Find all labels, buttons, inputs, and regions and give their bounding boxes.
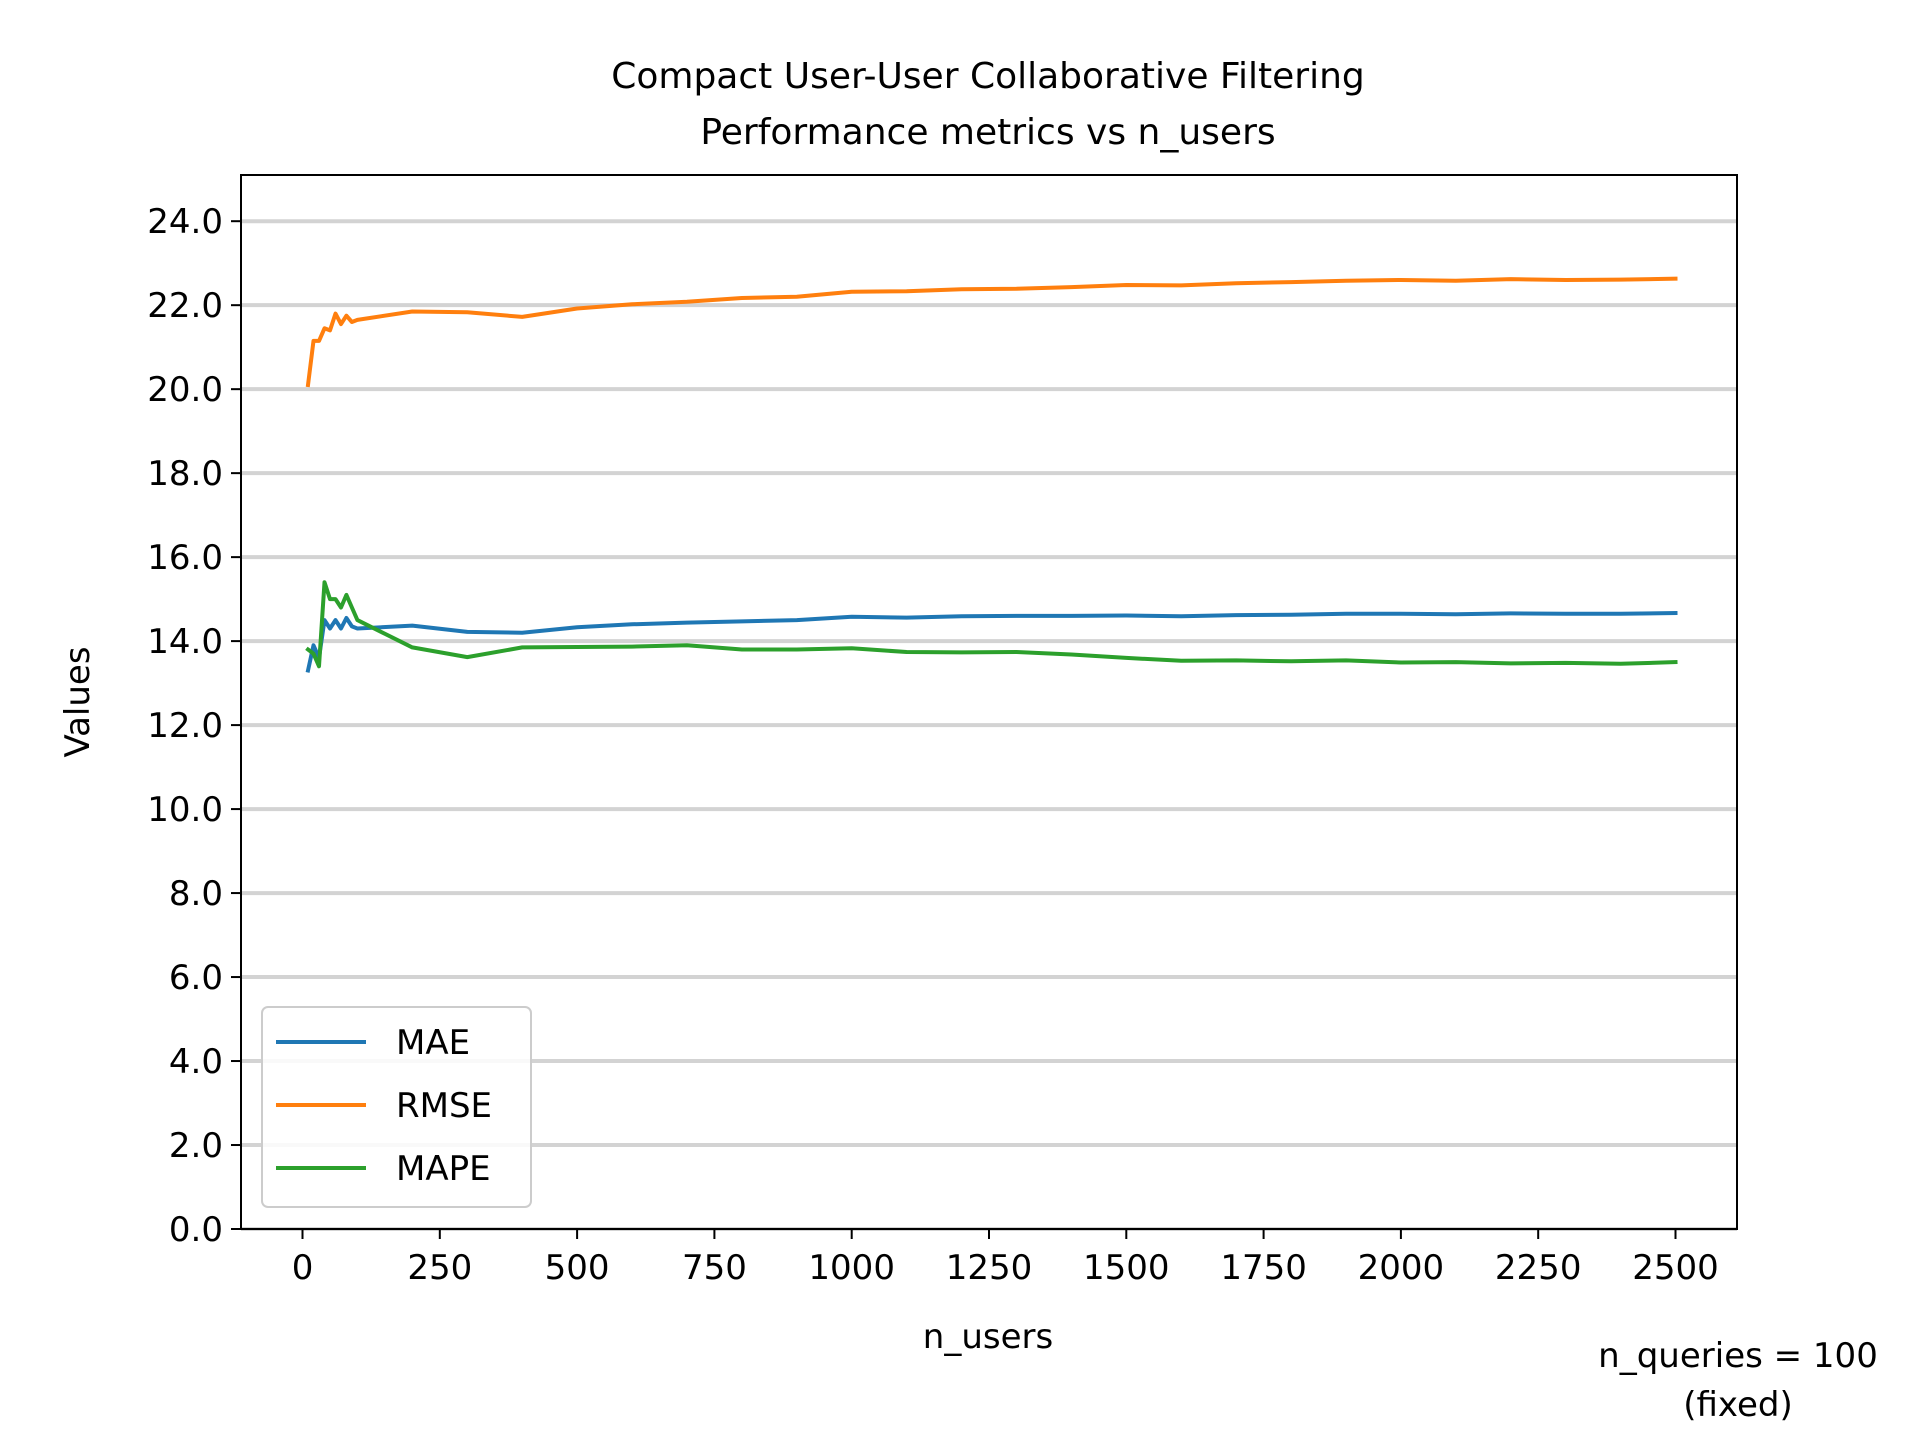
- y-axis-label: Values: [58, 646, 98, 757]
- y-tick-label: 4.0: [169, 1042, 223, 1082]
- chart-subtitle: Performance metrics vs n_users: [700, 112, 1275, 153]
- x-tick-label: 2250: [1495, 1248, 1582, 1288]
- y-tick-label: 12.0: [147, 706, 223, 746]
- y-axis-ticks: 0.0 2.0 4.0 6.0 8.0 10.0 12.0 14.0 16.0 18.0 20.0 2…: [147, 202, 241, 1250]
- series-lines: [305, 276, 1678, 673]
- y-tick-label: 0.0: [169, 1210, 223, 1250]
- x-tick-label: 500: [545, 1248, 610, 1288]
- y-tick-label: 22.0: [147, 286, 223, 326]
- y-tick-label: 24.0: [147, 202, 223, 242]
- y-tick-label: 10.0: [147, 790, 223, 830]
- x-tick-label: 1000: [808, 1248, 895, 1288]
- x-axis-ticks: 0 250 500 750 1000 1250 1500 1750 2000 2250 2500: [292, 1229, 1719, 1288]
- legend-box: [261, 1006, 532, 1208]
- legend-label-mae: MAE: [396, 1023, 470, 1063]
- annotation-fixed: (fixed): [1683, 1385, 1793, 1425]
- annotation-n-queries: n_queries = 100: [1598, 1336, 1878, 1376]
- series-line-rmse: [305, 276, 1678, 388]
- legend-label-mape: MAPE: [396, 1149, 491, 1189]
- legend-label-rmse: RMSE: [396, 1086, 492, 1126]
- x-tick-label: 1250: [946, 1248, 1033, 1288]
- y-tick-label: 14.0: [147, 622, 223, 662]
- x-axis-label: n_users: [923, 1317, 1053, 1357]
- y-tick-label: 20.0: [147, 370, 223, 410]
- x-tick-label: 2000: [1358, 1248, 1445, 1288]
- y-tick-label: 8.0: [169, 874, 223, 914]
- y-tick-label: 2.0: [169, 1126, 223, 1166]
- series-line-mape: [305, 580, 1678, 669]
- x-tick-label: 2500: [1632, 1248, 1719, 1288]
- y-tick-label: 18.0: [147, 454, 223, 494]
- chart-title: Compact User-User Collaborative Filterin…: [611, 56, 1365, 97]
- y-tick-label: 16.0: [147, 538, 223, 578]
- legend: MAE RMSE MAPE: [261, 1006, 532, 1208]
- x-tick-label: 750: [682, 1248, 747, 1288]
- x-tick-label: 1500: [1083, 1248, 1170, 1288]
- x-tick-label: 0: [292, 1248, 314, 1288]
- x-tick-label: 1750: [1220, 1248, 1307, 1288]
- x-tick-label: 250: [407, 1248, 472, 1288]
- y-tick-label: 6.0: [169, 958, 223, 998]
- series-line-mae: [305, 610, 1678, 673]
